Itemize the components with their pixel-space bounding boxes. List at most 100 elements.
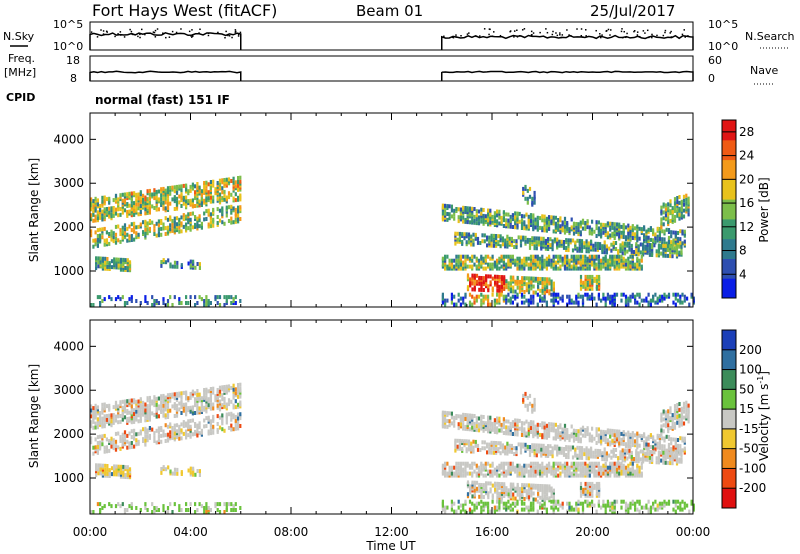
power-cell bbox=[112, 213, 115, 218]
velocity-cell bbox=[490, 450, 493, 455]
power-cell bbox=[153, 192, 156, 197]
power-cell bbox=[520, 300, 524, 305]
power-cell bbox=[225, 213, 228, 218]
power-cell bbox=[496, 288, 499, 293]
velocity-cell bbox=[200, 428, 203, 433]
power-cell bbox=[178, 194, 181, 199]
power-cell bbox=[475, 256, 478, 261]
velocity-cell bbox=[551, 446, 554, 451]
power-cell bbox=[160, 201, 163, 206]
velocity-cell bbox=[223, 400, 226, 405]
velocity-cell bbox=[520, 433, 524, 437]
power-cell bbox=[237, 217, 240, 222]
velocity-cell bbox=[493, 422, 496, 427]
velocity-cell bbox=[189, 391, 192, 396]
velocity-cell bbox=[552, 461, 555, 466]
velocity-cell bbox=[623, 448, 627, 453]
power-cell bbox=[105, 230, 108, 235]
power-cell bbox=[647, 300, 650, 305]
power-cell bbox=[221, 206, 224, 211]
velocity-cell bbox=[90, 404, 93, 409]
velocity-cell bbox=[519, 442, 523, 447]
velocity-cell bbox=[559, 431, 562, 436]
power-cell bbox=[223, 303, 226, 307]
velocity-cell bbox=[126, 465, 129, 470]
velocity-cell bbox=[676, 438, 680, 442]
power-cell bbox=[92, 218, 95, 223]
power-cell bbox=[462, 205, 465, 210]
power-cell bbox=[676, 231, 680, 235]
nsearch-dot bbox=[190, 35, 192, 37]
velocity-cell bbox=[669, 451, 672, 456]
velocity-cell bbox=[580, 450, 584, 454]
velocity-cell bbox=[103, 402, 106, 407]
velocity-cell bbox=[180, 428, 183, 433]
velocity-cell bbox=[230, 417, 233, 422]
power-cell bbox=[221, 220, 224, 225]
power-cell bbox=[119, 193, 122, 198]
velocity-cell bbox=[196, 429, 199, 434]
power-cell bbox=[523, 214, 526, 219]
power-cell bbox=[185, 301, 188, 305]
power-cell bbox=[514, 211, 517, 216]
velocity-cell bbox=[551, 454, 554, 459]
power-cell bbox=[667, 228, 671, 232]
power-cell bbox=[97, 264, 100, 269]
power-cell bbox=[90, 207, 93, 212]
velocity-cell bbox=[114, 418, 118, 423]
power-cell bbox=[636, 292, 639, 297]
velocity-cell bbox=[466, 461, 469, 466]
power-cell bbox=[527, 298, 530, 303]
velocity-cell bbox=[173, 396, 176, 401]
velocity-cell bbox=[456, 444, 459, 449]
velocity-cell bbox=[579, 437, 582, 442]
power-cell bbox=[678, 250, 681, 255]
power-cell bbox=[554, 298, 557, 303]
power-cell bbox=[462, 215, 465, 220]
y-tick-label: 4000 bbox=[53, 132, 84, 146]
power-cell bbox=[518, 285, 522, 290]
velocity-cell bbox=[584, 461, 587, 466]
power-cell bbox=[144, 219, 147, 224]
power-cell bbox=[97, 260, 100, 265]
velocity-cell bbox=[239, 382, 242, 387]
power-cell bbox=[200, 221, 203, 226]
velocity-cell bbox=[600, 439, 603, 444]
velocity-cell bbox=[597, 461, 600, 466]
velocity-cell bbox=[160, 470, 163, 475]
power-cell bbox=[462, 260, 465, 265]
nsearch-dot bbox=[198, 32, 200, 34]
power-cell bbox=[687, 208, 690, 213]
power-cell bbox=[101, 227, 104, 232]
power-cell bbox=[207, 196, 210, 201]
velocity-cell bbox=[153, 435, 156, 440]
velocity-cell bbox=[505, 429, 508, 434]
power-cell bbox=[624, 235, 628, 240]
power-cell bbox=[457, 264, 460, 269]
velocity-cell bbox=[205, 416, 208, 421]
freq-trace-1 bbox=[89, 70, 242, 81]
power-cell bbox=[209, 212, 212, 217]
power-cell bbox=[237, 183, 240, 188]
velocity-cell bbox=[189, 424, 192, 429]
power-cell bbox=[532, 298, 535, 303]
power-cell bbox=[649, 298, 652, 303]
power-cell bbox=[482, 208, 485, 212]
power-cell bbox=[551, 239, 554, 244]
power-cell bbox=[189, 211, 192, 216]
beam-label: Beam 01 bbox=[356, 2, 423, 20]
power-cell bbox=[153, 196, 156, 201]
power-cell bbox=[148, 196, 151, 201]
velocity-cell bbox=[516, 430, 519, 435]
power-cell bbox=[602, 264, 605, 269]
power-cell bbox=[651, 243, 654, 248]
power-cell bbox=[548, 226, 551, 231]
velocity-cell bbox=[480, 461, 483, 466]
power-cell bbox=[496, 298, 499, 303]
power-cell bbox=[450, 258, 453, 263]
velocity-cell bbox=[568, 434, 571, 439]
velocity-cell bbox=[130, 404, 133, 409]
velocity-cell bbox=[602, 471, 605, 476]
power-cell bbox=[658, 298, 661, 303]
power-cell bbox=[123, 192, 127, 197]
